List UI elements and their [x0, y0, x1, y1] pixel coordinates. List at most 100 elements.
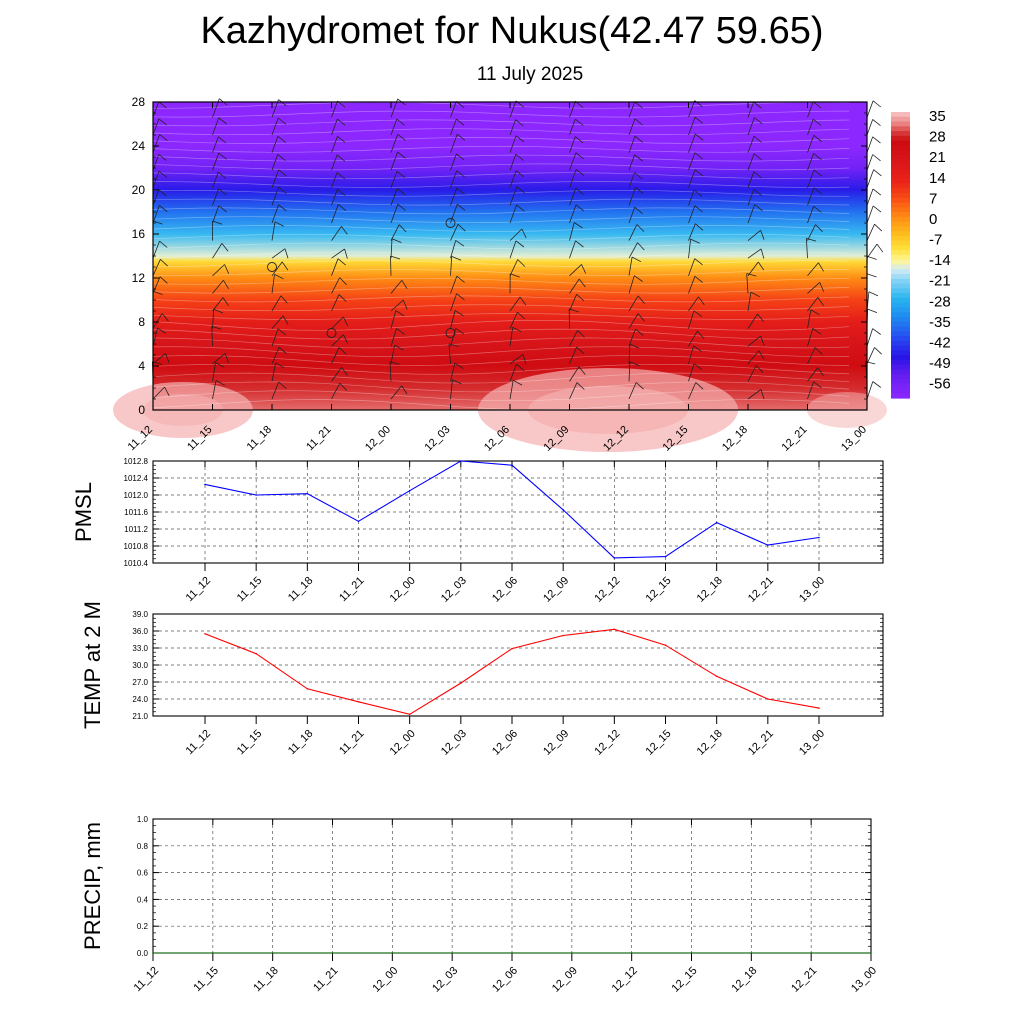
wind-barb	[866, 154, 874, 171]
y-tick-label: 0	[138, 403, 145, 417]
wind-barb	[390, 151, 398, 171]
wind-barb-feather	[160, 259, 168, 267]
colorbar-segment	[891, 245, 910, 251]
wind-barb-feather	[396, 328, 405, 335]
isotherm-line	[152, 319, 850, 331]
wind-barb-feather	[634, 172, 643, 180]
wind-barb	[688, 296, 699, 312]
wind-barb	[390, 188, 398, 206]
wind-barb-feather	[637, 242, 645, 251]
wind-barb	[152, 240, 160, 259]
wind-barb	[569, 169, 577, 188]
y-tick-label: 16	[132, 227, 146, 241]
wind-barb	[271, 248, 286, 259]
plot-frame	[152, 613, 884, 717]
x-tick-label: 11_21	[311, 965, 341, 995]
data-point	[451, 952, 454, 954]
wind-barb-feather	[278, 99, 287, 107]
wind-barb-feather	[634, 275, 643, 282]
wind-barb	[628, 118, 636, 136]
y-tick-label: 8	[138, 315, 145, 329]
data-point	[613, 628, 616, 631]
wind-barb	[688, 189, 695, 206]
y-tick-label: 21.0	[132, 712, 148, 721]
wind-barb-feather	[760, 389, 765, 400]
wind-barb	[271, 221, 276, 241]
wind-barb	[509, 380, 514, 400]
wind-barb	[450, 363, 456, 382]
isotherm-line	[152, 390, 850, 402]
wind-barb	[212, 297, 224, 312]
wind-barb-feather	[277, 135, 286, 143]
x-tick-label: 12_00	[388, 575, 418, 605]
data-point	[204, 483, 206, 486]
wind-barb-feather	[634, 118, 643, 126]
wind-barb	[688, 169, 696, 188]
x-tick-label: 12_03	[423, 424, 453, 454]
wind-barb-feather	[457, 203, 466, 211]
y-axis-title: PRECIP, mm	[80, 822, 105, 950]
wind-barb-feather	[401, 280, 408, 290]
colorbar-label: -21	[929, 273, 951, 290]
colorbar-segment	[891, 116, 910, 123]
wind-barb-feather	[451, 256, 462, 261]
y-tick-label: 27.0	[132, 678, 148, 687]
wind-barb-feather	[634, 206, 643, 214]
wind-barb	[569, 294, 577, 312]
wind-barb-feather	[635, 187, 644, 195]
isotherm-line	[152, 198, 850, 206]
isotherm-line	[152, 251, 850, 259]
wind-barb-feather	[629, 343, 640, 349]
isotherm-line	[152, 277, 850, 285]
wind-barb-feather	[278, 346, 287, 355]
colorbar-segment	[891, 250, 910, 256]
colorbar-segment	[891, 173, 910, 180]
isotherm-line	[152, 381, 850, 393]
wind-barb-feather	[512, 326, 522, 333]
wind-barb-feather	[211, 326, 222, 330]
wind-barb-feather	[223, 280, 229, 290]
y-tick-label: 1010.4	[124, 559, 149, 568]
colorbar-segment	[891, 297, 910, 304]
wind-barb-feather	[391, 238, 402, 243]
wind-barb	[747, 248, 762, 259]
data-point	[255, 652, 257, 655]
x-tick-label: 12_00	[363, 424, 393, 454]
y-tick-label: 36.0	[132, 627, 148, 636]
calm-wind-circle	[326, 328, 337, 338]
wind-barb	[212, 117, 220, 136]
wind-barb	[509, 240, 517, 259]
data-point	[630, 952, 633, 954]
isotherm-line	[152, 242, 850, 250]
wind-barb	[331, 347, 340, 364]
wind-barb-feather	[454, 310, 464, 317]
data-point	[818, 707, 820, 709]
wind-barb-feather	[874, 347, 882, 355]
data-point	[391, 952, 394, 954]
wind-barb	[211, 326, 213, 347]
wind-barb	[688, 152, 696, 171]
wind-barb-feather	[873, 169, 882, 177]
wind-barb	[688, 258, 696, 276]
x-tick-label: 11_18	[245, 424, 275, 454]
wind-barb-feather	[277, 328, 287, 336]
wind-barb-feather	[519, 296, 527, 306]
wind-barb	[509, 204, 517, 224]
wind-barb-feather	[575, 118, 584, 126]
wind-barb	[688, 330, 698, 347]
wind-barb-feather	[812, 118, 822, 126]
wind-barb	[271, 154, 279, 171]
wind-barb-feather	[224, 264, 230, 274]
wind-barb-feather	[158, 170, 168, 178]
data-point	[767, 544, 769, 546]
wind-barb-feather	[336, 154, 346, 162]
wind-barb	[509, 119, 516, 136]
wind-barb	[152, 205, 160, 224]
colorbar-segment	[891, 388, 910, 394]
wind-barb-feather	[164, 386, 170, 397]
data-point	[204, 633, 206, 635]
x-tick-label: 11_15	[235, 728, 265, 758]
wind-barb	[509, 259, 519, 276]
wind-barb-feather	[569, 308, 579, 313]
colorbar-segment	[891, 259, 910, 266]
